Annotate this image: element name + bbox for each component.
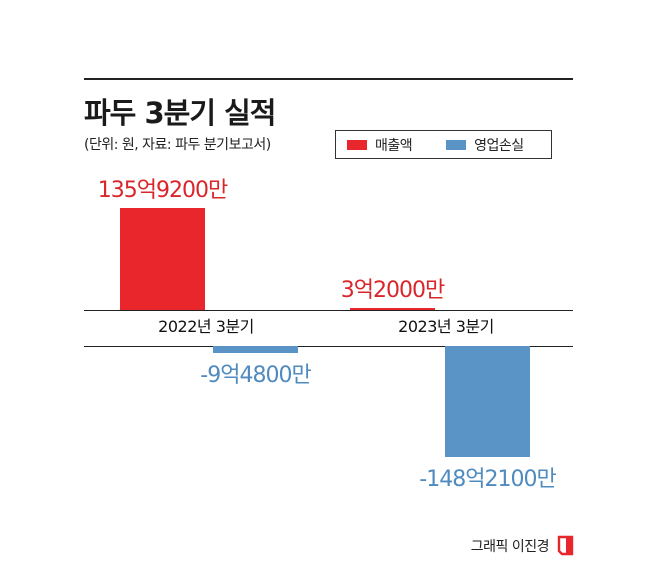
credit: 그래픽 이진경 [471,535,574,556]
data-label-operating-loss: -9억4800만 [200,363,311,389]
credit-text: 그래픽 이진경 [470,538,550,555]
bar-operating-loss [445,346,530,458]
legend-label-loss: 영업손실 [474,137,524,154]
legend: 매출액 영업손실 [335,130,552,159]
bar-operating-loss [213,346,298,354]
data-label-operating-loss: -148억2100만 [419,467,556,493]
chart-title: 파두 3분기 실적 [84,96,276,130]
legend-item-revenue: 매출액 [347,135,413,155]
bar-revenue [350,307,435,310]
legend-swatch-loss [446,139,467,150]
data-label-revenue: 3억2000만 [340,277,445,303]
axis-rule-top [84,310,573,311]
bar-revenue [120,208,205,310]
axis-rule-bottom [84,346,573,347]
legend-label-revenue: 매출액 [375,137,413,154]
top-rule [84,78,573,80]
brand-logo-icon [557,535,574,556]
legend-swatch-revenue [347,139,367,150]
chart-subtitle: (단위: 원, 자료: 파두 분기보고서) [84,137,271,153]
category-label: 2022년 3분기 [158,317,254,336]
legend-item-loss: 영업손실 [446,135,524,155]
category-label: 2023년 3분기 [398,317,494,336]
data-label-revenue: 135억9200만 [97,178,228,204]
